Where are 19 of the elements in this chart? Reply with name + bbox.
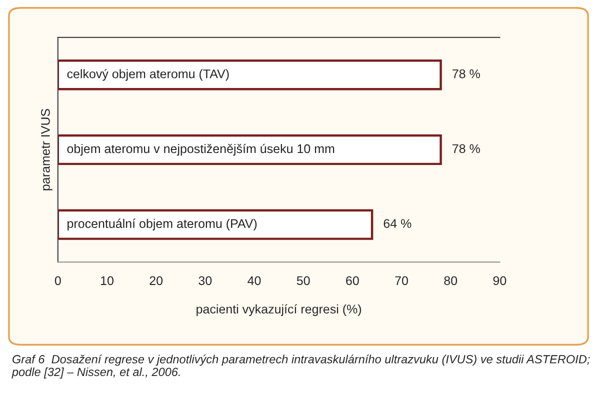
y-tick-label: objem ateromu v nejpostiženějším úseku 10 mm <box>67 144 334 156</box>
x-tick-label: 50 <box>296 276 310 286</box>
data-label: 78 % <box>452 69 480 78</box>
y-tick-label: celkový objem ateromu (TAV) <box>67 68 229 81</box>
x-axis-title: pacienti vykazující regresi (%) <box>196 304 362 316</box>
x-tick-label: 70 <box>395 276 408 286</box>
y-tick-label: procentuální objem ateromu (PAV) <box>68 218 257 230</box>
data-label: 64 % <box>384 219 412 228</box>
x-tick-label: 30 <box>198 276 212 286</box>
x-tick-label: 10 <box>101 276 114 286</box>
x-tick-label: 0 <box>54 276 61 286</box>
x-tick-label: 80 <box>444 276 458 286</box>
x-tick-label: 60 <box>346 276 359 286</box>
data-label: 78 % <box>452 144 480 154</box>
x-tick-label: 20 <box>150 276 163 286</box>
x-tick-label: 90 <box>493 276 506 286</box>
x-tick-label: 40 <box>248 276 261 286</box>
y-axis-title: parametr IVUS <box>41 108 52 190</box>
text: Graf 6 Dosažení regrese v jednotlivých parametrech intravaskulárního ultrazvuku (IVUS) ve studii ASTEROID; podle [32] – Nissen, et al., 2006. <box>12 354 590 378</box>
